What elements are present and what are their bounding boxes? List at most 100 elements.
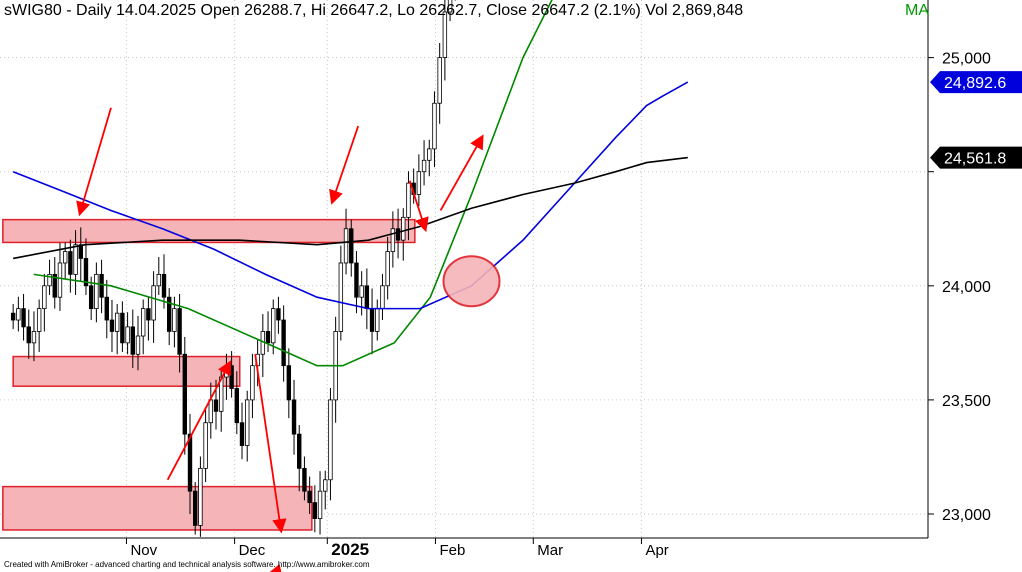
candle-body	[193, 490, 198, 526]
x-tick-label: Mar	[537, 542, 563, 559]
candle-body	[421, 159, 427, 173]
candle-body	[265, 331, 271, 344]
chart-header-ma-label: MA	[905, 2, 929, 19]
value-badges: 26,647.225,98224,892.624,561.8	[930, 71, 1022, 169]
x-tick-label: Apr	[645, 542, 668, 559]
candle-body	[83, 258, 89, 287]
candle-body	[130, 326, 135, 355]
candle-body	[229, 365, 234, 389]
highlight-circle	[442, 255, 501, 308]
candle-body	[114, 312, 120, 332]
candle-body	[36, 308, 42, 332]
zone-rect	[12, 355, 241, 387]
candle-body	[323, 479, 328, 492]
candle-body	[447, 0, 453, 13]
candle-body	[16, 308, 21, 321]
candle-body	[42, 285, 47, 310]
candle-body	[250, 365, 255, 401]
candle-body	[302, 467, 307, 492]
candle-body	[432, 102, 437, 150]
candle-body	[291, 399, 297, 435]
candle-body	[349, 228, 354, 264]
candle-body	[385, 251, 390, 287]
badge-shape	[930, 146, 1022, 169]
zone-rect	[2, 485, 313, 531]
y-tick-label: 25,000	[942, 51, 991, 68]
candle-body	[146, 308, 151, 321]
candle-body	[52, 273, 57, 298]
candles	[10, 0, 456, 537]
candle-body	[297, 433, 302, 469]
candle-body	[364, 285, 370, 310]
candle-body	[401, 216, 406, 241]
annotation-arrow	[254, 354, 287, 534]
ma-long-badge: 24,561.8	[930, 146, 1022, 169]
annotation-arrow	[166, 360, 232, 481]
annotations: Pułapka na byki?	[76, 107, 501, 572]
candle-body	[286, 365, 292, 401]
x-tick-label: Nov	[130, 542, 157, 559]
candle-body	[172, 308, 177, 332]
candle-body	[182, 353, 187, 435]
candle-body	[31, 331, 37, 344]
candle-body	[437, 57, 442, 104]
candle-body	[26, 326, 31, 344]
candle-body	[57, 262, 63, 298]
candle-body	[328, 399, 333, 481]
candle-body	[380, 285, 385, 310]
candle-body	[73, 244, 78, 275]
candle-body	[125, 326, 130, 344]
candle-body	[343, 228, 349, 264]
y-tick-label: 23,500	[942, 393, 991, 410]
candle-body	[104, 296, 109, 321]
candle-body	[338, 262, 344, 332]
candle-body	[78, 244, 83, 259]
annotation-arrow	[76, 107, 112, 217]
candle-body	[161, 273, 167, 298]
annotation-arrow	[329, 125, 360, 205]
badge-shape	[930, 71, 1022, 94]
candle-body	[369, 308, 375, 332]
candle-body	[276, 308, 281, 321]
candle-body	[307, 490, 312, 503]
x-tick-label: 2025	[331, 540, 369, 559]
x-tick-label: Feb	[439, 542, 465, 559]
candle-body	[317, 490, 323, 519]
ma-mid-badge: 24,892.6	[930, 71, 1022, 94]
annotation-arrow	[439, 134, 484, 211]
candle-body	[68, 251, 73, 275]
candle-body	[271, 308, 276, 344]
candle-body	[234, 388, 240, 424]
x-tick-label: Dec	[239, 542, 266, 559]
candle-body	[427, 148, 432, 161]
candle-body	[99, 273, 104, 298]
candle-body	[140, 308, 146, 337]
candle-body	[281, 319, 286, 367]
candle-body	[166, 296, 172, 332]
candle-body	[312, 502, 318, 519]
candle-body	[94, 273, 99, 310]
candle-body	[187, 433, 193, 492]
candle-body	[135, 335, 141, 355]
candle-body	[10, 312, 16, 321]
moving-average-lines	[12, 0, 689, 367]
badge-label: 24,892.6	[944, 75, 1006, 92]
candle-body	[47, 273, 52, 287]
candle-body	[120, 312, 125, 344]
candle-body	[442, 11, 448, 58]
candle-body	[62, 251, 68, 264]
zone-rect	[2, 218, 416, 244]
y-tick-label: 24,000	[942, 279, 991, 296]
support-resistance-zones	[2, 218, 416, 531]
y-tick-label: 23,000	[942, 507, 991, 524]
candle-body	[156, 273, 161, 287]
candle-body	[406, 182, 411, 218]
candle-body	[109, 319, 115, 332]
candle-body	[151, 285, 156, 321]
candle-body	[21, 308, 26, 328]
candle-body	[395, 228, 401, 241]
candle-body	[239, 422, 245, 446]
candle-body	[198, 467, 203, 526]
candle-body	[208, 399, 214, 424]
